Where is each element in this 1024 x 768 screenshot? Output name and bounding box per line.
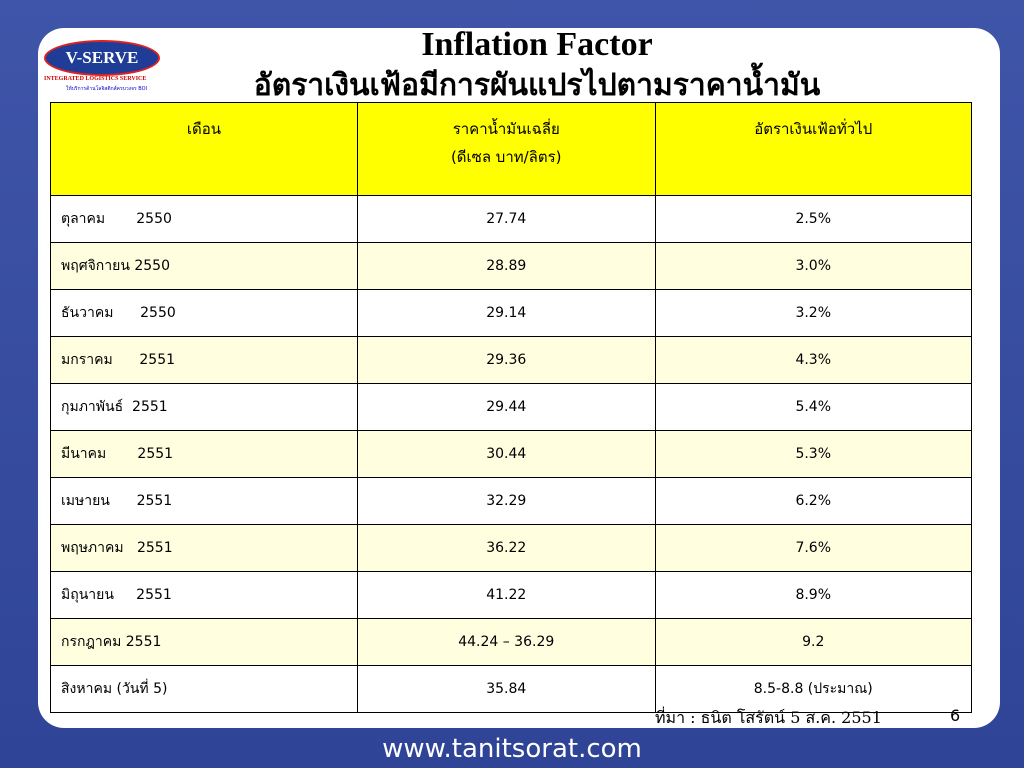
subtitle: อัตราเงินเฟ้อมีการผันแปรไปตามราคาน้ำมัน bbox=[253, 68, 821, 103]
table-cell: มกราคม 2551 bbox=[50, 336, 358, 384]
table-row: มีนาคม 2551 30.44 5.3% bbox=[50, 430, 972, 478]
table-cell: 35.84 bbox=[356, 665, 656, 713]
table-cell: พฤษภาคม 2551 bbox=[50, 524, 358, 572]
table-cell: 29.44 bbox=[356, 383, 656, 431]
table-cell: 3.2% bbox=[654, 289, 972, 337]
table-cell: 5.3% bbox=[654, 430, 972, 478]
table-cell: 5.4% bbox=[654, 383, 972, 431]
table-cell: 29.14 bbox=[356, 289, 656, 337]
table-cell: กุมภาพันธ์ 2551 bbox=[50, 383, 358, 431]
header-cell: อัตราเงินเฟ้อทั่วไป bbox=[654, 102, 972, 196]
table-cell: 8.9% bbox=[654, 571, 972, 619]
table-row: ตุลาคม 2550 27.74 2.5% bbox=[50, 195, 972, 243]
table-cell: มีนาคม 2551 bbox=[50, 430, 358, 478]
table-row: สิงหาคม (วันที่ 5) 35.84 8.5-8.8 (ประมาณ) bbox=[50, 665, 972, 713]
table-row: ธันวาคม 2550 29.14 3.2% bbox=[50, 289, 972, 337]
table-cell: 41.22 bbox=[356, 571, 656, 619]
table-cell: 36.22 bbox=[356, 524, 656, 572]
header-cell: เดือน bbox=[50, 102, 358, 196]
table-cell: มิถุนายน 2551 bbox=[50, 571, 358, 619]
table-cell: ตุลาคม 2550 bbox=[50, 195, 358, 243]
table-row: กรกฎาคม 2551 44.24 – 36.29 9.2 bbox=[50, 618, 972, 666]
source: ที่มา : ธนิต โสรัตน์ 5 ส.ค. 2551 bbox=[655, 708, 882, 727]
table-row: กุมภาพันธ์ 2551 29.44 5.4% bbox=[50, 383, 972, 431]
table-cell: 8.5-8.8 (ประมาณ) bbox=[654, 665, 972, 713]
table-row: พฤศจิกายน 2550 28.89 3.0% bbox=[50, 242, 972, 290]
table-cell: 29.36 bbox=[356, 336, 656, 384]
table-cell: สิงหาคม (วันที่ 5) bbox=[50, 665, 358, 713]
header-text: (ดีเซล บาท/ลิตร) bbox=[450, 148, 562, 166]
table-cell: 3.0% bbox=[654, 242, 972, 290]
title: Inflation Factor bbox=[421, 26, 653, 63]
table-cell: 7.6% bbox=[654, 524, 972, 572]
website: www.tanitsorat.com bbox=[382, 734, 642, 764]
table-cell: ธันวาคม 2550 bbox=[50, 289, 358, 337]
logo-tagline: INTEGRATED LOGISTICS SERVICE bbox=[44, 76, 147, 82]
header-row: เดือน ราคาน้ำมันเฉลี่ย (ดีเซล บาท/ลิตร) อัต… bbox=[50, 102, 972, 196]
table-row: เมษายน 2551 32.29 6.2% bbox=[50, 477, 972, 525]
logo: V-SERVE bbox=[44, 40, 160, 76]
table-row: มกราคม 2551 29.36 4.3% bbox=[50, 336, 972, 384]
table-cell: 32.29 bbox=[356, 477, 656, 525]
table-cell: 6.2% bbox=[654, 477, 972, 525]
table-row: มิถุนายน 2551 41.22 8.9% bbox=[50, 571, 972, 619]
table-cell: 44.24 – 36.29 bbox=[356, 618, 656, 666]
table-cell: 4.3% bbox=[654, 336, 972, 384]
table-cell: 9.2 bbox=[654, 618, 972, 666]
header-text: อัตราเงินเฟ้อทั่วไป bbox=[754, 120, 873, 138]
table-cell: 28.89 bbox=[356, 242, 656, 290]
header-text: ราคาน้ำมันเฉลี่ย bbox=[452, 120, 560, 138]
header-cell: ราคาน้ำมันเฉลี่ย (ดีเซล บาท/ลิตร) bbox=[356, 102, 656, 196]
table-cell: 30.44 bbox=[356, 430, 656, 478]
inflation-table: เดือน ราคาน้ำมันเฉลี่ย (ดีเซล บาท/ลิตร) อัต… bbox=[50, 102, 972, 713]
table-cell: เมษายน 2551 bbox=[50, 477, 358, 525]
table-row: พฤษภาคม 2551 36.22 7.6% bbox=[50, 524, 972, 572]
logo-subline: ให้บริการด้านโลจิสติกส์ครบวงจร BOI bbox=[66, 86, 148, 92]
table-cell: พฤศจิกายน 2550 bbox=[50, 242, 358, 290]
table-cell: 2.5% bbox=[654, 195, 972, 243]
table-cell: กรกฎาคม 2551 bbox=[50, 618, 358, 666]
header-text: เดือน bbox=[186, 120, 222, 138]
table-cell: 27.74 bbox=[356, 195, 656, 243]
page-number: 6 bbox=[950, 706, 961, 725]
